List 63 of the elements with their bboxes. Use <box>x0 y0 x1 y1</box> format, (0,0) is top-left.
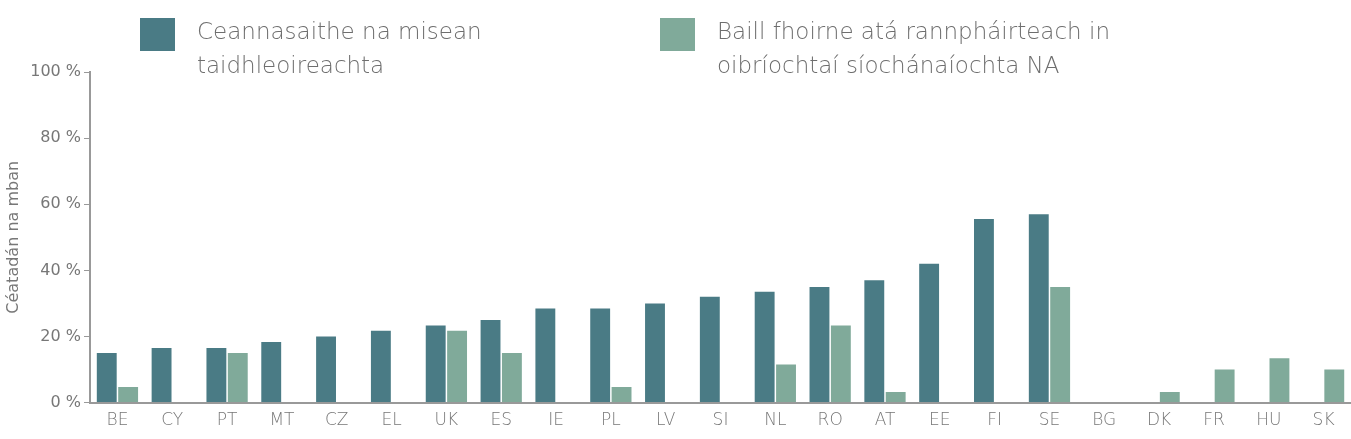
bar <box>316 336 336 403</box>
x-tick-label: FI <box>987 409 1003 430</box>
bar <box>370 330 391 403</box>
x-tick-label: EE <box>929 409 951 430</box>
bar <box>118 387 139 403</box>
x-tick-label: IE <box>548 409 564 430</box>
x-tick-label: BG <box>1092 409 1117 430</box>
x-tick-label: AT <box>874 409 896 430</box>
bar <box>1214 369 1235 403</box>
bar <box>227 353 248 403</box>
x-tick-label: BE <box>106 409 129 430</box>
x-tick-label: SK <box>1312 409 1335 430</box>
y-tick-label: 100 % <box>30 61 82 81</box>
y-axis-title: Céatadán na mban <box>2 160 22 314</box>
bar <box>885 392 906 403</box>
x-tick-label: SE <box>1038 409 1061 430</box>
bar <box>1159 392 1180 403</box>
y-tick-label: 60 % <box>40 193 82 213</box>
x-tick-label: EL <box>381 409 402 430</box>
bar <box>864 280 885 403</box>
bar <box>425 325 446 403</box>
bar <box>590 308 611 403</box>
bar <box>447 330 468 403</box>
x-tick-label: PT <box>216 409 239 430</box>
bar <box>974 219 994 403</box>
legend-label: Ceannasaithe na misean taidhleoireachta <box>197 17 483 80</box>
x-tick-label: CZ <box>324 409 349 430</box>
bar <box>919 263 940 403</box>
bar <box>261 342 282 403</box>
y-tick-label: 80 % <box>40 127 82 147</box>
x-tick-label: PL <box>601 409 621 430</box>
x-tick-label: LV <box>656 409 676 430</box>
bar <box>611 387 632 403</box>
bar <box>206 348 227 403</box>
x-tick-label: HU <box>1256 409 1282 430</box>
x-tick-label: DK <box>1146 409 1172 430</box>
bar <box>1050 286 1071 403</box>
y-tick-label: 20 % <box>40 325 82 345</box>
x-tick-label: RO <box>817 409 843 430</box>
y-tick-label: 0 % <box>50 391 82 411</box>
bar <box>151 348 172 403</box>
x-tick-label: CY <box>161 409 184 430</box>
bar <box>776 364 796 403</box>
bar <box>809 286 830 403</box>
y-tick-label: 40 % <box>40 259 82 279</box>
bar <box>754 291 775 403</box>
bar <box>830 325 851 403</box>
bar <box>1028 214 1049 403</box>
bar <box>1269 358 1290 403</box>
x-tick-label: SI <box>712 409 729 430</box>
bar <box>699 296 720 403</box>
x-tick-label: NL <box>764 409 787 430</box>
bar <box>645 303 665 403</box>
legend-label: Baill fhoirne atá rannpháirteach in oibríochtaí síochánaíochta NA <box>717 17 1111 80</box>
x-tick-label: ES <box>490 409 512 430</box>
bar <box>1324 369 1345 403</box>
bar <box>96 353 117 403</box>
bar <box>480 319 501 403</box>
x-tick-label: MT <box>269 409 296 430</box>
x-tick-label: FR <box>1203 409 1225 430</box>
bar <box>535 308 556 403</box>
x-tick-label: UK <box>434 409 459 430</box>
bar <box>501 353 522 403</box>
